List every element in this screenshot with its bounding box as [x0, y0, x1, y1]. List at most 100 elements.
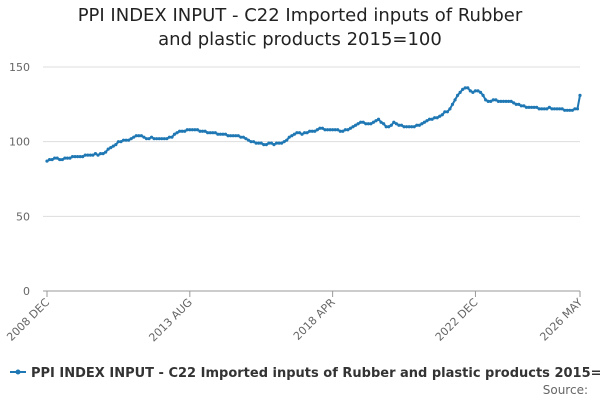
data-point — [155, 137, 159, 141]
data-point — [73, 155, 77, 159]
data-point — [379, 120, 383, 124]
data-point — [239, 135, 243, 139]
data-point — [524, 105, 529, 109]
data-point — [443, 110, 447, 114]
data-point — [430, 117, 434, 121]
data-point — [552, 107, 557, 111]
data-point — [183, 129, 187, 133]
data-point — [226, 134, 230, 138]
data-point — [501, 99, 506, 103]
y-tick-label: 100 — [9, 136, 30, 149]
data-point — [216, 132, 220, 136]
data-point — [425, 119, 429, 123]
data-point — [121, 138, 126, 142]
data-point — [318, 126, 322, 130]
data-point — [157, 137, 161, 141]
data-point — [371, 120, 376, 124]
data-point — [63, 156, 67, 160]
data-point — [167, 135, 172, 139]
data-point — [529, 105, 534, 109]
data-point — [208, 131, 212, 135]
data-point — [147, 137, 151, 141]
data-point — [512, 101, 516, 105]
data-point — [369, 122, 373, 126]
data-point — [134, 134, 138, 138]
data-point — [264, 143, 268, 147]
data-point — [257, 141, 261, 145]
data-point — [50, 157, 54, 162]
data-point — [287, 135, 291, 139]
data-point — [445, 110, 449, 114]
data-point — [343, 128, 347, 132]
data-point — [361, 120, 365, 124]
data-point — [206, 131, 210, 135]
data-point — [185, 128, 189, 132]
data-point — [274, 141, 279, 145]
data-point — [565, 108, 569, 112]
x-tick-label: 2008 DEC — [4, 296, 52, 344]
data-point — [254, 141, 258, 145]
data-point — [563, 108, 567, 112]
data-point — [489, 99, 493, 103]
data-point — [433, 116, 437, 120]
data-point — [302, 131, 307, 135]
data-point — [509, 99, 513, 103]
data-point — [172, 132, 177, 136]
data-point — [53, 156, 57, 160]
data-point — [280, 141, 284, 145]
data-point — [308, 129, 312, 133]
data-point — [532, 105, 536, 109]
data-point — [540, 107, 544, 111]
data-point — [47, 157, 52, 162]
data-point — [427, 117, 432, 121]
x-tick-label: 2022 DEC — [433, 296, 481, 344]
data-point — [234, 134, 238, 138]
data-point — [70, 155, 75, 159]
data-point — [573, 107, 577, 111]
data-point — [68, 156, 72, 160]
data-point — [101, 152, 105, 156]
data-point — [376, 117, 381, 121]
data-point — [338, 129, 342, 133]
data-point — [152, 137, 156, 141]
data-point — [142, 135, 146, 139]
data-point — [259, 141, 263, 145]
data-point — [486, 99, 490, 103]
data-point — [313, 129, 317, 133]
data-point — [517, 102, 521, 106]
data-point — [114, 143, 118, 147]
data-point — [83, 153, 87, 157]
data-point — [203, 129, 207, 133]
data-point — [356, 122, 360, 126]
data-point — [86, 153, 90, 157]
data-point — [542, 107, 546, 111]
data-point — [297, 131, 302, 135]
data-point — [129, 137, 133, 141]
data-point — [399, 123, 404, 127]
source: Source: — [543, 383, 588, 397]
data-point — [170, 135, 174, 139]
data-point — [127, 138, 131, 142]
data-point — [422, 120, 427, 124]
data-point — [221, 132, 225, 136]
data-point — [455, 93, 460, 97]
data-point — [440, 113, 444, 117]
data-point — [310, 129, 314, 133]
data-point — [76, 155, 80, 159]
data-point — [351, 125, 355, 129]
data-point — [249, 140, 253, 144]
data-point — [404, 125, 409, 129]
data-point — [392, 120, 396, 124]
data-point — [417, 123, 421, 127]
data-point — [359, 120, 363, 124]
data-point — [471, 90, 475, 94]
data-point — [190, 128, 194, 132]
data-point — [336, 128, 340, 132]
data-point — [272, 143, 276, 147]
data-point — [223, 132, 228, 136]
data-point — [522, 104, 526, 108]
data-point — [109, 146, 113, 150]
data-point — [328, 128, 332, 132]
data-point — [491, 98, 495, 102]
